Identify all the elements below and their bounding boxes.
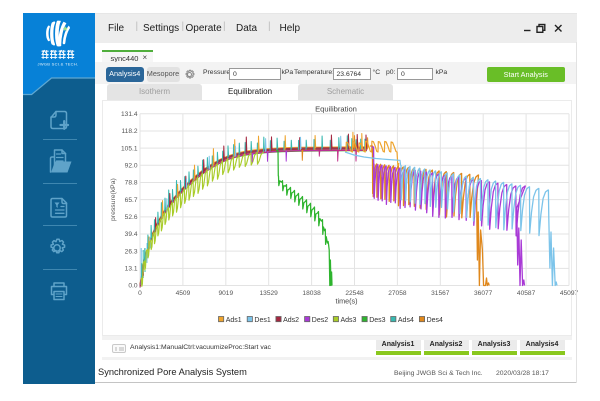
svg-text:4509: 4509	[176, 290, 191, 297]
svg-text:40587: 40587	[517, 290, 536, 297]
svg-text:Ads3: Ads3	[341, 317, 357, 324]
svg-text:Ads1: Ads1	[226, 317, 242, 324]
svg-text:131.4: 131.4	[121, 111, 138, 118]
svg-text:13.1: 13.1	[125, 266, 138, 273]
svg-text:JWGB SCI.& TECH.: JWGB SCI.& TECH.	[38, 62, 79, 67]
svg-text:Des3: Des3	[369, 317, 385, 324]
svg-text:18038: 18038	[302, 290, 321, 297]
svg-text:Equilibration: Equilibration	[315, 105, 357, 114]
svg-text:Ads2: Ads2	[283, 317, 299, 324]
svg-text:31567: 31567	[431, 290, 450, 297]
svg-text:pressure(kPa): pressure(kPa)	[110, 178, 117, 221]
svg-text:105.1: 105.1	[121, 145, 138, 152]
svg-text:22548: 22548	[345, 290, 364, 297]
svg-text:65.7: 65.7	[125, 197, 138, 204]
svg-text:time(s): time(s)	[336, 297, 358, 306]
svg-text:92.0: 92.0	[125, 163, 138, 170]
svg-text:0: 0	[138, 290, 142, 297]
svg-text:36077: 36077	[474, 290, 493, 297]
svg-text:118.2: 118.2	[121, 128, 137, 135]
svg-text:52.6: 52.6	[125, 214, 138, 221]
svg-text:78.8: 78.8	[125, 180, 138, 187]
svg-text:13529: 13529	[260, 290, 279, 297]
svg-text:27058: 27058	[388, 290, 407, 297]
svg-text:26.3: 26.3	[125, 248, 138, 255]
svg-text:39.4: 39.4	[125, 231, 138, 238]
svg-text:9019: 9019	[218, 290, 233, 297]
svg-text:Des1: Des1	[254, 317, 270, 324]
svg-text:Des2: Des2	[312, 317, 328, 324]
svg-text:0.0: 0.0	[128, 283, 137, 290]
svg-text:45097: 45097	[560, 290, 579, 297]
svg-text:Ads4: Ads4	[398, 317, 414, 324]
svg-text:Des4: Des4	[427, 317, 443, 324]
